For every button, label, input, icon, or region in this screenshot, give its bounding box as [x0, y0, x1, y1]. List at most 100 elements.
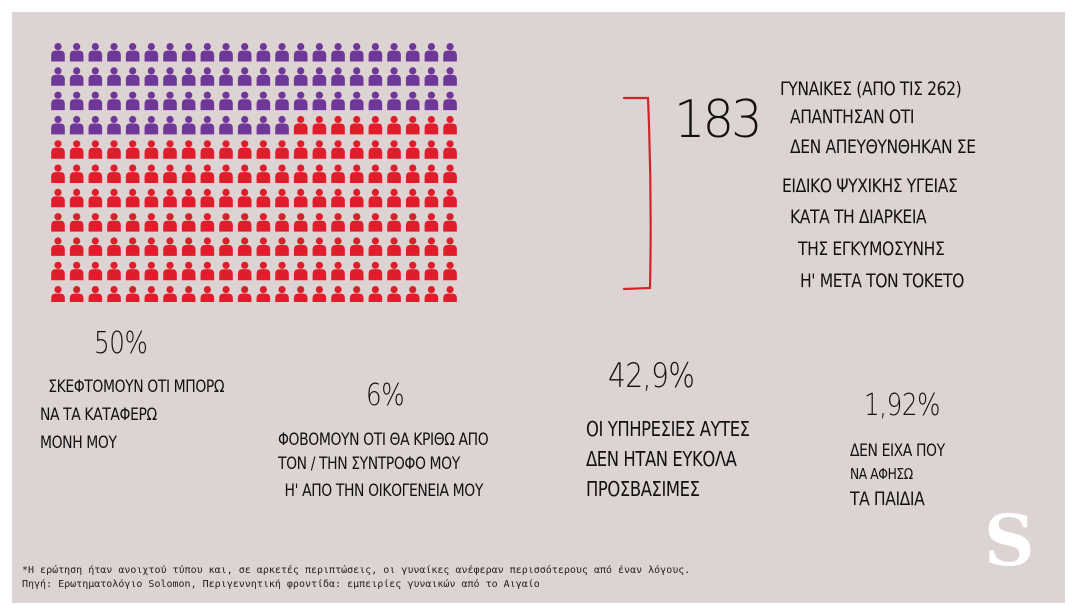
- person-icon: [443, 213, 457, 232]
- person-icon: [107, 43, 121, 62]
- person-icon: [163, 91, 177, 111]
- person-icon: [51, 140, 65, 159]
- person-icon: [69, 237, 84, 256]
- person-icon: [275, 188, 289, 208]
- person-icon: [144, 261, 159, 281]
- person-icon: [144, 286, 159, 302]
- stat-caption-line: ΠΡΟΣΒΑΣΙΜΕΣ: [586, 477, 700, 501]
- person-icon: [163, 213, 177, 232]
- person-icon: [368, 188, 383, 208]
- person-icon: [293, 91, 308, 111]
- infographic-card: 183 ΓΥΝΑΙΚΕΣ (ΑΠΟ ΤΙΣ 262) ΑΠΑΝΤΗΣΑΝ ΟΤΙ…: [12, 12, 1065, 603]
- person-icon: [237, 115, 252, 135]
- person-icon: [237, 261, 252, 281]
- person-icon: [349, 91, 364, 111]
- person-icon: [181, 237, 196, 256]
- stat-caption-line: ΟΙ ΥΠΗΡΕΣΙΕΣ ΑΥΤΕΣ: [586, 417, 750, 441]
- person-icon: [387, 67, 401, 86]
- person-icon: [331, 115, 345, 135]
- headline-line: ΚΑΤΑ ΤΗ ΔΙΑΡΚΕΙΑ: [790, 206, 927, 228]
- person-icon: [237, 67, 252, 86]
- person-icon: [424, 213, 439, 232]
- person-icon: [443, 237, 457, 256]
- stat-percent: 50%: [94, 326, 148, 361]
- person-icon: [237, 286, 252, 302]
- stat-caption-line: ΜΟΝΗ ΜΟΥ: [40, 433, 117, 453]
- person-icon: [424, 261, 439, 281]
- person-icon: [69, 91, 84, 111]
- person-icon: [349, 67, 364, 86]
- person-icon: [219, 261, 233, 281]
- person-icon: [107, 115, 121, 135]
- person-icon: [88, 237, 103, 256]
- person-icon: [443, 261, 457, 281]
- person-icon: [107, 140, 121, 159]
- person-icon: [219, 140, 233, 159]
- person-icon: [51, 164, 65, 183]
- person-icon: [144, 213, 159, 232]
- person-icon: [443, 91, 457, 111]
- person-icon: [219, 115, 233, 135]
- person-icon: [163, 286, 177, 302]
- person-icon: [69, 213, 84, 232]
- person-icon: [387, 188, 401, 208]
- person-icon: [443, 43, 457, 62]
- person-icon: [200, 115, 215, 135]
- person-icon: [256, 261, 271, 281]
- person-icon: [424, 140, 439, 159]
- person-icon: [125, 67, 140, 86]
- person-icon: [349, 43, 364, 62]
- person-icon: [312, 91, 327, 111]
- person-icon: [125, 188, 140, 208]
- footnote-source: Πηγή: Ερωτηματολόγιο Solomon, Περιγεννητ…: [22, 579, 540, 590]
- person-icon: [293, 286, 308, 302]
- person-icon: [51, 115, 65, 135]
- person-icon: [181, 91, 196, 111]
- person-icon: [219, 91, 233, 111]
- person-icon: [424, 164, 439, 183]
- person-icon: [275, 237, 289, 256]
- person-icon: [312, 115, 327, 135]
- person-icon: [256, 91, 271, 111]
- person-icon: [349, 237, 364, 256]
- person-icon: [256, 67, 271, 86]
- person-icon: [237, 164, 252, 183]
- person-icon: [256, 237, 271, 256]
- person-icon: [88, 286, 103, 302]
- person-icon: [88, 91, 103, 111]
- person-icon: [69, 67, 84, 86]
- person-icon: [51, 237, 65, 256]
- person-icon: [349, 140, 364, 159]
- person-icon: [312, 140, 327, 159]
- person-icon: [256, 213, 271, 232]
- person-icon: [200, 91, 215, 111]
- person-icon: [387, 286, 401, 302]
- person-icon: [144, 164, 159, 183]
- person-icon: [144, 188, 159, 208]
- person-icon: [443, 188, 457, 208]
- person-icon: [387, 115, 401, 135]
- person-icon: [387, 140, 401, 159]
- person-icon: [181, 286, 196, 302]
- person-icon: [331, 237, 345, 256]
- person-icon: [107, 286, 121, 302]
- person-icon: [181, 188, 196, 208]
- person-icon: [163, 140, 177, 159]
- person-icon: [293, 67, 308, 86]
- person-icon: [312, 213, 327, 232]
- person-icon: [69, 164, 84, 183]
- person-icon: [88, 43, 103, 62]
- person-icon: [256, 164, 271, 183]
- person-icon: [125, 164, 140, 183]
- person-icon: [181, 115, 196, 135]
- person-icon: [181, 164, 196, 183]
- person-icon: [125, 140, 140, 159]
- person-icon: [443, 286, 457, 302]
- person-icon: [237, 140, 252, 159]
- person-icon: [312, 164, 327, 183]
- person-icon: [293, 237, 308, 256]
- person-icon: [144, 91, 159, 111]
- person-icon: [144, 115, 159, 135]
- person-icon: [107, 164, 121, 183]
- person-icon: [237, 237, 252, 256]
